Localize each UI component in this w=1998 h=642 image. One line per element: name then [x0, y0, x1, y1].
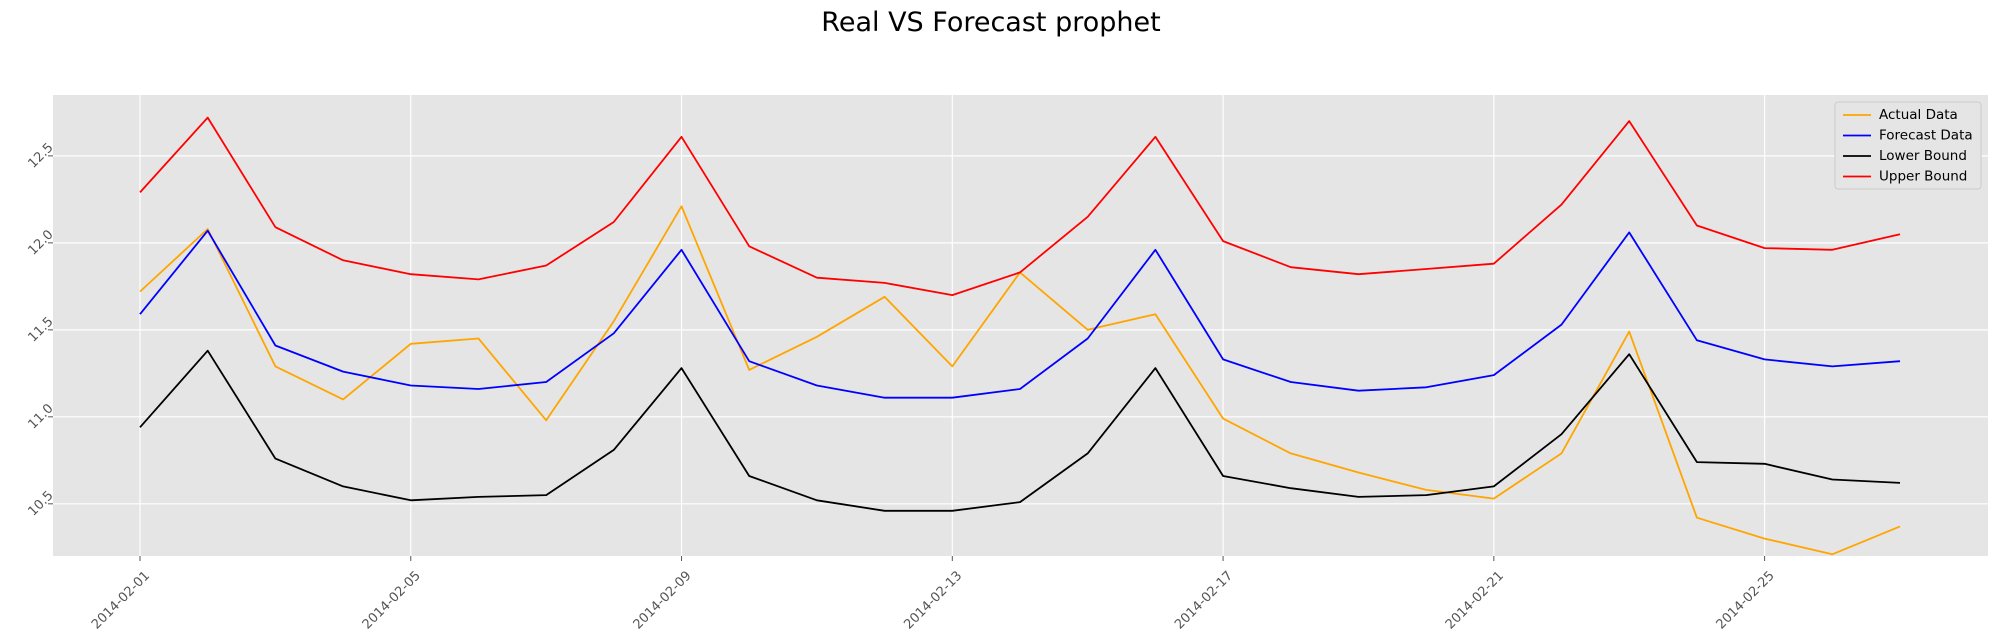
- x-tick-label: 2014-02-13: [901, 568, 965, 632]
- series-lines: [139, 116, 1901, 556]
- series-line-upper-bound: [139, 116, 1901, 297]
- legend: Actual Data Forecast Data Lower Bound Upper…: [1834, 101, 1982, 190]
- x-tick-label: 2014-02-09: [631, 568, 695, 632]
- grid-lines: [53, 95, 1988, 556]
- x-tick-label: 2014-02-05: [360, 568, 424, 632]
- x-tick-label: 2014-02-21: [1443, 568, 1507, 632]
- legend-label-actual-data: Actual Data: [1879, 107, 1958, 123]
- x-tick-label: 2014-02-01: [89, 568, 153, 632]
- legend-label-upper-bound: Upper Bound: [1879, 169, 1967, 185]
- plot-background: [53, 95, 1988, 556]
- legend-label-lower-bound: Lower Bound: [1879, 148, 1967, 164]
- legend-box: [1834, 101, 1982, 190]
- x-tick-label: 2014-02-25: [1714, 568, 1778, 632]
- x-tick-label: 2014-02-17: [1172, 568, 1236, 632]
- series-line-forecast-data: [139, 229, 1901, 399]
- legend-label-forecast-data: Forecast Data: [1879, 128, 1973, 144]
- series-line-lower-bound: [139, 349, 1901, 512]
- chart-title: Real VS Forecast prophet: [821, 7, 1160, 38]
- y-axis-ticks: 10.511.011.512.012.5: [25, 140, 56, 519]
- x-axis-ticks: 2014-02-01 2014-02-05 2014-02-09 2014-02-13…: [89, 556, 1778, 632]
